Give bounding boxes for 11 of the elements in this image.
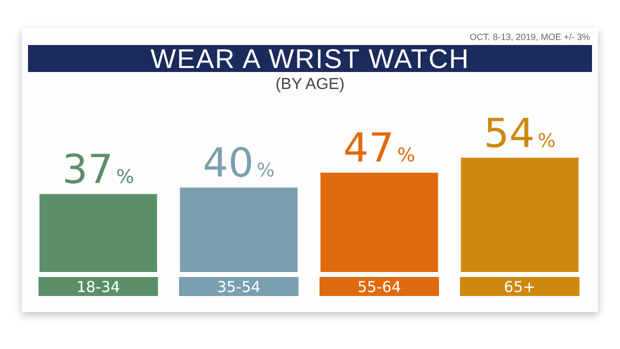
data-label: 40%	[202, 140, 275, 187]
x-tick-label: 18-34	[76, 278, 120, 296]
x-tick-label: 55-64	[357, 278, 402, 296]
data-label: 54%	[484, 110, 556, 157]
data-label: 37%	[62, 147, 134, 194]
x-tick-label: 65+	[504, 278, 536, 296]
data-label: 47%	[343, 126, 416, 172]
x-tick-label: 35-54	[216, 278, 261, 296]
chart-title: WEAR A WRIST WATCH	[28, 44, 592, 74]
chart-subtitle: (BY AGE)	[274, 76, 346, 94]
text: OCT. 8-13, 2019, MOE +/- 3%	[470, 32, 590, 42]
